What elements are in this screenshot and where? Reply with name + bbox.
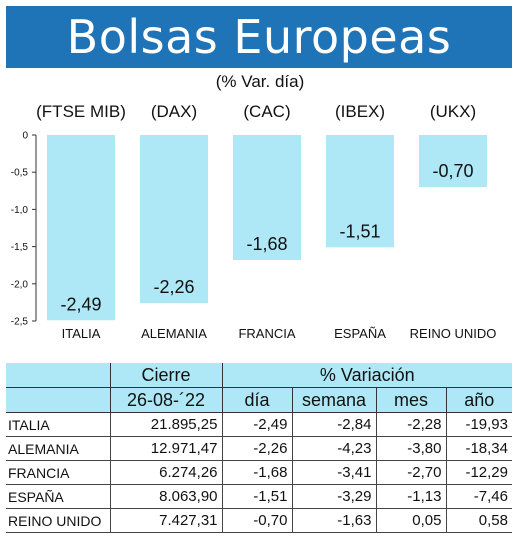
table-sub-header: 26-08-´22 día semana mes año (6, 387, 512, 413)
header-semana: semana (291, 387, 376, 413)
data-label: -0,70 (432, 161, 473, 181)
y-tick-label: -0,5 (11, 168, 29, 179)
index-label: (IBEX) (335, 102, 385, 121)
row-mes: -2,70 (375, 460, 446, 485)
y-tick-label: -1,0 (11, 205, 29, 216)
y-tick-label: 0 (22, 131, 28, 142)
header-date: 26-08-´22 (109, 387, 222, 413)
row-cierre: 8.063,90 (109, 484, 222, 509)
index-label: (UKX) (430, 102, 476, 121)
data-label: -1,68 (246, 234, 287, 254)
row-cierre: 6.274,26 (109, 460, 222, 485)
row-dia: -1,68 (221, 460, 292, 485)
x-tick-label: FRANCIA (238, 326, 295, 341)
table-row: ALEMANIA 12.971,47 -2,26 -4,23 -3,80 -18… (6, 436, 512, 461)
row-mes: 0,05 (375, 508, 446, 533)
data-label: -2,49 (60, 294, 101, 314)
table-row: ITALIA 21.895,25 -2,49 -2,84 -2,28 -19,9… (6, 412, 512, 437)
bar (47, 135, 115, 321)
row-dia: -2,26 (221, 436, 292, 461)
row-dia: -2,49 (221, 412, 292, 437)
data-label: -2,26 (153, 277, 194, 297)
chart-subtitle: (% Var. día) (215, 72, 305, 91)
row-semana: -4,23 (291, 436, 376, 461)
row-country: FRANCIA (6, 460, 110, 485)
row-semana: -1,63 (291, 508, 376, 533)
table-group-header: Cierre % Variación (6, 363, 512, 388)
header-blank-2 (6, 387, 110, 413)
data-label: -1,51 (339, 221, 380, 241)
quotes-table: Cierre % Variación 26-08-´22 día semana … (6, 363, 512, 533)
row-ano: -7,46 (445, 484, 512, 509)
row-dia: -1,51 (221, 484, 292, 509)
row-cierre: 21.895,25 (109, 412, 222, 437)
bar (419, 135, 487, 188)
row-semana: -2,84 (291, 412, 376, 437)
chart-title: Bolsas Europeas (66, 10, 452, 64)
table-row: ESPAÑA 8.063,90 -1,51 -3,29 -1,13 -7,46 (6, 484, 512, 509)
header-ano: año (445, 387, 512, 413)
header-variacion: % Variación (221, 363, 512, 388)
bar (326, 135, 394, 248)
x-tick-label: ITALIA (62, 326, 101, 341)
header-mes: mes (375, 387, 446, 413)
index-label: (FTSE MIB) (36, 102, 126, 121)
table-row: REINO UNIDO 7.427,31 -0,70 -1,63 0,05 0,… (6, 508, 512, 533)
header-dia: día (221, 387, 292, 413)
row-cierre: 7.427,31 (109, 508, 222, 533)
row-semana: -3,29 (291, 484, 376, 509)
table-row: FRANCIA 6.274,26 -1,68 -3,41 -2,70 -12,2… (6, 460, 512, 485)
row-ano: 0,58 (445, 508, 512, 533)
x-tick-label: ESPAÑA (334, 326, 386, 341)
y-tick-label: -2,0 (11, 279, 29, 290)
title-banner: Bolsas Europeas (6, 6, 512, 68)
row-mes: -2,28 (375, 412, 446, 437)
x-tick-label: REINO UNIDO (410, 326, 497, 341)
row-ano: -18,34 (445, 436, 512, 461)
row-country: ITALIA (6, 412, 110, 437)
row-mes: -1,13 (375, 484, 446, 509)
row-country: REINO UNIDO (6, 508, 110, 533)
row-cierre: 12.971,47 (109, 436, 222, 461)
row-semana: -3,41 (291, 460, 376, 485)
row-country: ESPAÑA (6, 484, 110, 509)
bar (233, 135, 301, 260)
y-tick-label: -2,5 (11, 317, 29, 328)
bar (140, 135, 208, 304)
row-country: ALEMANIA (6, 436, 110, 461)
row-dia: -0,70 (221, 508, 292, 533)
row-ano: -19,93 (445, 412, 512, 437)
x-tick-label: ALEMANIA (141, 326, 207, 341)
header-blank (6, 363, 110, 388)
bar-chart: 0 -0,5 -1,0 -1,5 -2,0 -2,5 (FTSE MIB) -2,49 ITAL… (11, 102, 497, 341)
row-mes: -3,80 (375, 436, 446, 461)
y-tick-label: -1,5 (11, 242, 29, 253)
index-label: (CAC) (243, 102, 290, 121)
index-label: (DAX) (151, 102, 197, 121)
row-ano: -12,29 (445, 460, 512, 485)
header-cierre: Cierre (109, 363, 222, 388)
